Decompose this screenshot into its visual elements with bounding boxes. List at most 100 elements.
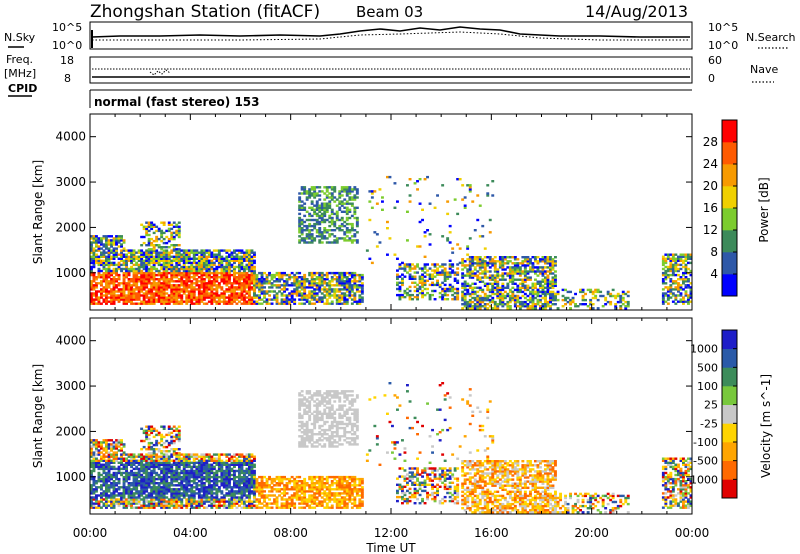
velocity-cell — [167, 486, 171, 489]
power-cell — [486, 256, 490, 259]
power-cell — [248, 276, 251, 279]
velocity-cell — [172, 504, 176, 507]
velocity-cell — [137, 459, 141, 462]
power-cell — [348, 294, 352, 297]
velocity-cell — [202, 498, 206, 501]
power-cell — [473, 286, 477, 289]
velocity-cell — [145, 477, 149, 481]
velocity-cell — [107, 463, 111, 466]
power-cell — [448, 265, 452, 268]
power-cell — [518, 266, 522, 269]
velocity-cell — [105, 441, 108, 444]
velocity-cell — [142, 502, 146, 505]
power-cell — [303, 294, 307, 297]
power-cell — [513, 272, 517, 275]
power-cell — [228, 282, 231, 285]
power-cell — [300, 229, 304, 232]
velocity-cell — [122, 443, 126, 446]
velocity-cell — [92, 504, 96, 507]
velocity-cell — [147, 455, 151, 458]
power-cell — [461, 298, 465, 302]
power-cell — [491, 288, 495, 292]
power-cell — [491, 286, 495, 289]
power-cell — [175, 298, 179, 301]
velocity-cell — [155, 482, 159, 485]
power-cell — [323, 206, 327, 209]
power-cell — [661, 259, 665, 262]
velocity-cell — [122, 494, 126, 497]
power-cell — [300, 231, 304, 234]
power-cell — [152, 278, 156, 281]
power-cell — [240, 288, 244, 291]
power-cell — [491, 282, 495, 285]
power-cell — [298, 241, 302, 244]
power-cell — [406, 293, 409, 297]
power-cell — [167, 261, 171, 265]
power-cell — [175, 302, 179, 305]
power-cell — [172, 244, 176, 247]
power-cell — [162, 286, 166, 289]
velocity-cell — [145, 504, 149, 507]
power-cell — [215, 269, 219, 273]
power-cell — [200, 282, 204, 285]
power-cell — [117, 237, 121, 240]
power-cell — [549, 290, 552, 294]
power-cell — [253, 276, 256, 279]
power-cell — [330, 290, 334, 293]
power-cell — [117, 300, 121, 303]
velocity-cell — [170, 500, 174, 503]
power-cell — [448, 224, 452, 228]
power-cell — [305, 190, 309, 193]
power-cell — [222, 300, 226, 303]
power-cell — [238, 294, 241, 297]
power-cell — [418, 281, 422, 284]
velocity-cell — [117, 445, 121, 448]
power-cell — [330, 196, 334, 199]
power-cell — [212, 249, 216, 252]
power-cell — [345, 294, 349, 297]
velocity-cell — [170, 455, 174, 458]
power-cell — [353, 194, 357, 197]
power-cell — [529, 268, 532, 271]
power-cell — [313, 288, 317, 291]
velocity-cell — [132, 457, 136, 460]
power-cell — [518, 307, 522, 310]
velocity-cell — [97, 443, 101, 446]
power-cell — [453, 198, 457, 201]
velocity-cell — [127, 475, 131, 479]
power-cell — [661, 263, 665, 267]
power-cell — [335, 282, 339, 285]
power-cell — [358, 300, 362, 303]
velocity-cell — [135, 496, 139, 499]
power-cell — [207, 251, 211, 254]
power-cell — [175, 300, 179, 303]
power-cell — [318, 284, 322, 287]
power-cell — [243, 271, 246, 275]
velocity-cell — [170, 504, 174, 507]
power-cell — [177, 248, 181, 251]
power-cell — [157, 284, 161, 287]
power-cell — [245, 255, 249, 258]
power-cell — [338, 282, 342, 285]
velocity-cell — [102, 465, 106, 469]
power-cell — [150, 223, 154, 226]
power-cell — [478, 280, 482, 283]
power-cell — [481, 296, 485, 300]
power-cell — [150, 244, 154, 247]
power-cell — [107, 269, 111, 273]
power-cell — [689, 257, 693, 260]
power-cell — [320, 241, 324, 244]
velocity-cell — [175, 502, 179, 505]
power-cell — [418, 287, 422, 291]
velocity-cell — [192, 482, 196, 485]
velocity-cell — [182, 469, 186, 473]
power-cell — [318, 300, 322, 303]
velocity-cell — [105, 498, 108, 501]
power-cell — [268, 271, 271, 275]
power-cell — [493, 307, 497, 310]
power-cell — [340, 202, 344, 205]
power-cell — [318, 229, 322, 232]
power-cell — [338, 271, 342, 275]
power-cell — [473, 272, 477, 275]
power-cell — [330, 233, 334, 236]
